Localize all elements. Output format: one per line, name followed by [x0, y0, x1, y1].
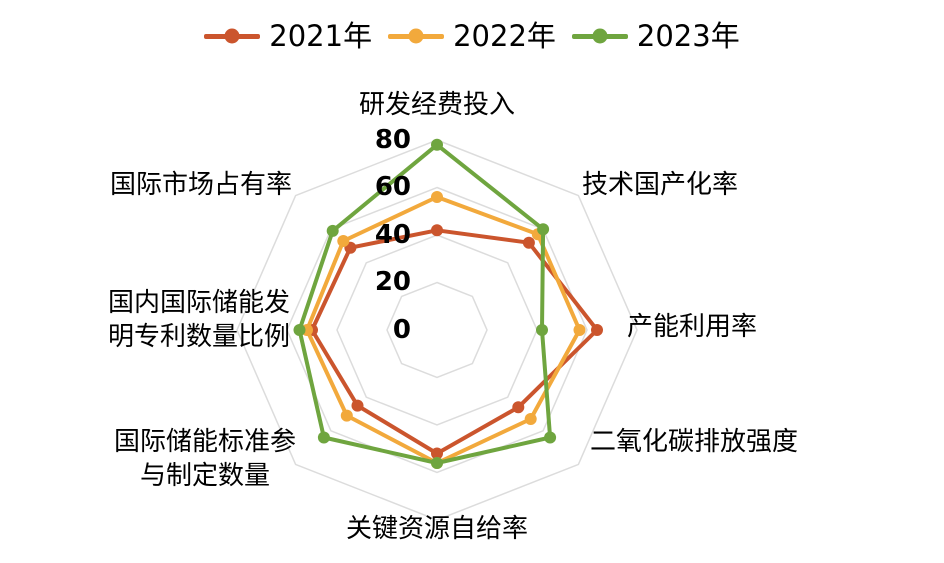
legend-label-2023: 2023年 [636, 19, 740, 53]
series-marker-2022年-5 [340, 409, 353, 422]
axis-label-patent-ratio: 国内国际储能发明专利数量比例 [107, 288, 290, 352]
axis-label-intl-standards: 国际储能标准参与制定数量 [113, 427, 296, 491]
grid-ring-60 [286, 186, 588, 474]
tick-label-20: 20 [374, 267, 411, 297]
series-marker-2023年-5 [317, 431, 330, 444]
legend-label-2022: 2022年 [453, 19, 556, 53]
legend-marker-2023-icon [571, 26, 628, 46]
legend-marker-2022-icon [388, 26, 445, 46]
legend-label-2021: 2021年 [269, 19, 373, 53]
legend-marker-2021-icon [204, 26, 261, 46]
series-marker-2021年-3 [512, 401, 525, 414]
legend-item-2021: 2021年 [204, 18, 372, 54]
tick-label-60: 60 [374, 172, 411, 202]
series-marker-2021年-1 [522, 236, 535, 249]
series-marker-2021年-5 [351, 399, 364, 412]
tick-label-0: 0 [392, 315, 411, 345]
series-marker-2022年-3 [524, 413, 537, 425]
series-marker-2022年-2 [573, 324, 586, 336]
axis-label-intl-market-share: 国际市场占有率 [109, 170, 292, 200]
series-marker-2023年-3 [544, 431, 557, 444]
grid-ring-80 [236, 139, 638, 521]
series-marker-2022年-7 [337, 235, 350, 247]
axis-label-resource-self-sufficiency: 关键资源自给率 [345, 514, 529, 544]
legend-item-2023: 2023年 [571, 18, 740, 54]
series-marker-2023年-4 [431, 457, 443, 469]
grid-ring-40 [336, 234, 538, 426]
axis-label-co2-intensity: 二氧化碳排放强度 [590, 427, 799, 457]
series-marker-2023年-2 [536, 324, 548, 336]
axis-label-rd-funding: 研发经费投入 [358, 90, 516, 120]
axis-label-tech-localization: 技术国产化率 [582, 170, 739, 200]
series-marker-2021年-0 [431, 224, 443, 237]
legend-item-2022: 2022年 [388, 18, 556, 54]
chart-legend: 2021年 2022年 2023年 [0, 18, 944, 54]
series-marker-2023年-6 [293, 324, 306, 336]
series-marker-2021年-4 [431, 447, 443, 460]
series-marker-2023年-0 [431, 138, 443, 151]
tick-label-80: 80 [374, 125, 411, 155]
series-marker-2023年-7 [326, 224, 339, 237]
tick-label-40: 40 [374, 220, 411, 250]
axis-label-capacity-utilization: 产能利用率 [627, 312, 758, 342]
series-marker-2022年-0 [431, 191, 443, 203]
series-marker-2023年-1 [537, 223, 550, 236]
series-marker-2021年-2 [591, 324, 603, 336]
grid-ring-20 [386, 281, 488, 379]
